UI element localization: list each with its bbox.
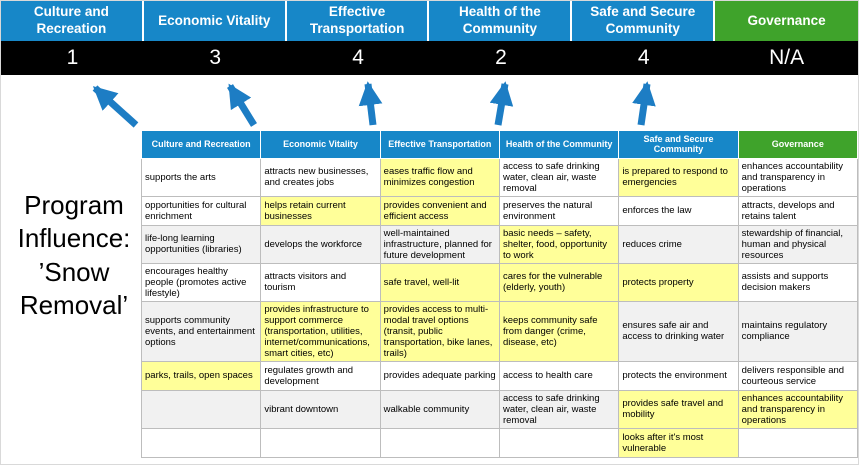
category-score: 3 [209,46,222,69]
matrix-cell: eases traffic flow and minimizes congest… [379,157,500,197]
matrix-cell: protects the environment [618,360,739,391]
matrix-cell [737,427,858,458]
up-arrow-icon [632,81,656,126]
matrix-cell: encourages healthy people (promotes acti… [140,262,262,302]
category-header: Health of the Community [429,1,573,41]
matrix-cell: safe travel, well-lit [379,262,500,302]
matrix-row: encourages healthy people (promotes acti… [140,262,858,302]
matrix-cell: develops the workforce [260,224,381,264]
category-score: 2 [495,46,507,69]
up-arrow-icon [489,81,514,126]
category-header: Effective Transportation [286,1,430,41]
matrix-cell: maintains regulatory compliance [737,300,858,362]
influence-matrix: Culture and Recreation Economic Vitality E… [140,130,858,458]
matrix-header: Economic Vitality [260,130,381,159]
matrix-header: Culture and Recreation [140,130,262,159]
up-arrow-icon [227,83,257,127]
matrix-cell: access to safe drinking water, clean air… [498,157,620,197]
matrix-header-row: Culture and Recreation Economic Vitality E… [140,130,858,159]
matrix-cell: vibrant downtown [260,389,381,429]
matrix-cell: enforces the law [618,195,739,226]
matrix-cell [260,427,381,458]
up-arrow-icon [358,81,383,126]
category-header: Culture and Recreation [1,1,144,41]
matrix-cell [379,427,500,458]
matrix-cell: provides access to multi-modal travel op… [379,300,500,362]
matrix-cell: stewardship of financial, human and phys… [737,224,858,264]
category-score: N/A [769,46,805,69]
matrix-row: looks after it's most vulnerable [140,427,858,458]
category-score: 1 [66,46,79,69]
matrix-cell: protects property [618,262,739,302]
matrix-cell [140,389,262,429]
matrix-cell: walkable community [379,389,500,429]
matrix-cell: delivers responsible and courteous servi… [737,360,858,391]
category-header: Governance [715,1,858,41]
matrix-cell: provides infrastructure to support comme… [260,300,381,362]
matrix-header: Health of the Community [498,130,620,159]
matrix-cell: assists and supports decision makers [737,262,858,302]
matrix-header: Governance [737,130,858,159]
matrix-cell: attracts, develops and retains talent [737,195,858,226]
matrix-cell: life-long learning opportunities (librar… [140,224,262,264]
matrix-cell: enhances accountability and transparency… [737,157,858,197]
matrix-row: supports the arts attracts new businesses… [140,157,858,197]
matrix-cell: provides adequate parking [379,360,500,391]
matrix-cell: basic needs – safety, shelter, food, opp… [498,224,620,264]
matrix-cell: opportunities for cultural enrichment [140,195,262,226]
matrix-cell: ensures safe air and access to drinking … [618,300,739,362]
matrix-cell: access to health care [498,360,620,391]
category-score: 4 [352,46,364,69]
matrix-cell: looks after it's most vulnerable [618,427,739,458]
matrix-cell [140,427,262,458]
matrix-cell: parks, trails, open spaces [140,360,262,391]
matrix-cell: provides safe travel and mobility [618,389,739,429]
matrix-cell [498,427,620,458]
matrix-cell: provides convenient and efficient access [379,195,500,226]
matrix-cell: supports the arts [140,157,262,197]
matrix-cell: access to safe drinking water, clean air… [498,389,620,429]
matrix-cell: well-maintained infrastructure, planned … [379,224,500,264]
matrix-row: opportunities for cultural enrichment hel… [140,195,858,226]
score-band: 1 3 4 2 4 N/A [1,41,858,75]
matrix-cell: enhances accountability and transparency… [737,389,858,429]
category-score: 4 [637,46,650,69]
category-band: Culture and Recreation Economic Vitality E… [1,1,858,41]
page-title: Program Influence: ’Snow Removal’ [17,190,131,320]
matrix-cell: regulates growth and development [260,360,381,391]
matrix-row: parks, trails, open spaces regulates grow… [140,360,858,391]
matrix-row: life-long learning opportunities (librar… [140,224,858,264]
up-arrow-icon [92,85,139,128]
matrix-cell: helps retain current businesses [260,195,381,226]
category-header: Economic Vitality [143,1,287,41]
matrix-cell: reduces crime [618,224,739,264]
matrix-cell: preserves the natural environment [498,195,620,226]
matrix-row: vibrant downtown walkable community access… [140,389,858,429]
matrix-row: supports community events, and entertain… [140,300,858,362]
matrix-cell: cares for the vulnerable (elderly, youth… [498,262,620,302]
influence-arrows [92,81,656,128]
matrix-cell: attracts new businesses, and creates job… [260,157,381,197]
matrix-body: supports the arts attracts new businesses… [140,157,858,458]
category-header: Safe and Secure Community [572,1,716,41]
matrix-header: Safe and Secure Community [618,130,739,159]
matrix-cell: keeps community safe from danger (crime,… [498,300,620,362]
matrix-header: Effective Transportation [379,130,500,159]
matrix-cell: attracts visitors and tourism [260,262,381,302]
matrix-cell: is prepared to respond to emergencies [618,157,739,197]
matrix-cell: supports community events, and entertain… [140,300,262,362]
